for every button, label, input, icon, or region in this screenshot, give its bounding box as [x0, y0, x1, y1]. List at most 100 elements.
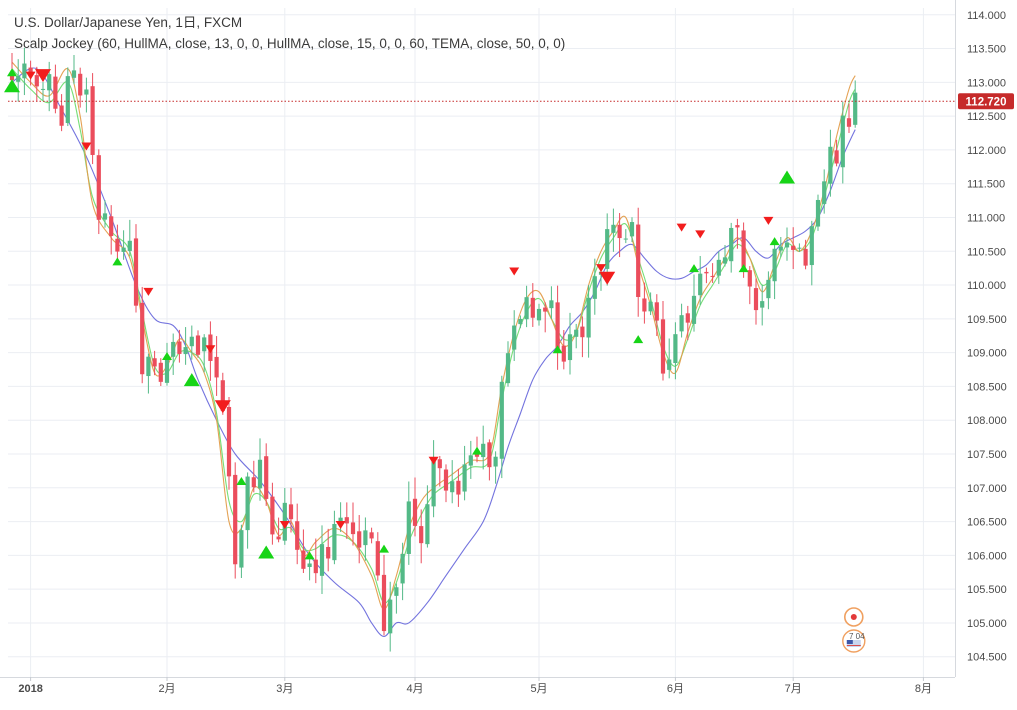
signals: [4, 68, 795, 560]
candle-up: [183, 347, 188, 355]
candle-up: [450, 481, 455, 493]
candle-down: [791, 245, 796, 250]
y-tick-label: 114.000: [967, 10, 1006, 22]
y-tick-label: 111.000: [967, 212, 1005, 224]
candle-down: [295, 521, 300, 550]
buy-signal: [7, 68, 17, 77]
y-tick-label: 106.000: [967, 550, 1007, 562]
candle-up: [828, 146, 833, 184]
candle-down: [326, 546, 331, 559]
sell-signal: [35, 69, 51, 83]
candle-down: [53, 76, 58, 109]
candle-down: [344, 517, 349, 524]
candle-up: [245, 476, 250, 531]
candle-down: [561, 345, 566, 362]
candle-up: [778, 246, 783, 251]
buy-signal: [633, 335, 644, 344]
candle-up: [518, 318, 523, 325]
candle-up: [698, 273, 703, 296]
candle-up: [536, 308, 542, 321]
buy-signal: [162, 352, 172, 361]
candle-down: [704, 271, 709, 274]
y-tick-label: 112.000: [967, 145, 1006, 157]
y-tick-label: 106.500: [967, 517, 1007, 529]
candle-down: [226, 406, 232, 477]
x-tick-label: 4月: [406, 683, 423, 695]
candle-down: [580, 326, 585, 338]
candle-down: [115, 238, 120, 252]
candle-up: [425, 504, 430, 545]
y-tick-label: 113.000: [967, 77, 1006, 89]
candle-up: [16, 76, 21, 82]
candle-up: [574, 329, 579, 337]
candle-up: [499, 381, 504, 459]
candle-down: [133, 238, 139, 306]
buy-signal: [552, 345, 563, 354]
candle-up: [797, 247, 802, 249]
candle-down: [375, 541, 380, 576]
candle-up: [400, 553, 405, 584]
buy-signal: [689, 264, 699, 273]
candle-up: [822, 181, 827, 204]
candle-up: [47, 74, 52, 91]
candle-down: [747, 270, 752, 287]
candle-up: [406, 501, 411, 554]
buy-signal: [258, 545, 275, 559]
candle-up: [691, 295, 697, 324]
candle-down: [96, 155, 101, 220]
candle-down: [350, 522, 356, 535]
candle-down: [301, 550, 306, 569]
y-tick-label: 112.500: [967, 111, 1006, 123]
y-tick-label: 109.500: [967, 314, 1007, 326]
candle-down: [685, 313, 690, 323]
candle-up: [729, 227, 734, 262]
candle-down: [140, 302, 145, 375]
event-badge-dot: [850, 614, 857, 620]
sell-signal: [509, 267, 520, 276]
candle-down: [381, 574, 387, 632]
buy-signal: [183, 373, 200, 387]
candle-down: [741, 230, 746, 269]
candle-down: [251, 477, 256, 488]
y-tick-label: 110.500: [967, 246, 1006, 258]
candle-up: [722, 257, 728, 264]
candle-down: [264, 456, 269, 499]
candle-down: [28, 67, 33, 74]
y-tick-label: 107.500: [967, 449, 1007, 461]
candle-up: [648, 301, 653, 312]
sell-signal: [676, 223, 687, 232]
candle-down: [642, 298, 647, 312]
candle-down: [233, 474, 238, 565]
candle-down: [555, 302, 560, 350]
candle-down: [543, 307, 548, 312]
ma-line-green: [11, 68, 856, 604]
candle-up: [332, 523, 337, 561]
candle-up: [388, 599, 393, 634]
candle-down: [437, 459, 442, 469]
candle-down: [288, 504, 294, 520]
candle-up: [716, 259, 721, 276]
x-tick-label: 2月: [158, 683, 175, 695]
candle-down: [412, 498, 418, 526]
candle-up: [121, 247, 126, 252]
candle-up: [673, 334, 678, 364]
candle-down: [270, 496, 275, 535]
candle-up: [394, 587, 399, 596]
flag-icon: [846, 640, 861, 647]
candle-up: [363, 530, 368, 546]
candle-down: [152, 358, 157, 367]
candle-up: [171, 341, 176, 357]
x-tick-label: 6月: [667, 683, 684, 695]
candle-down: [654, 302, 659, 321]
candle-up: [605, 229, 610, 269]
candle-up: [592, 276, 597, 299]
candle-up: [611, 224, 616, 233]
axes: 104.500 105.000 105.500 106.000 106.500 107.0…: [0, 0, 1007, 695]
candle-down: [803, 248, 808, 266]
event-badge[interactable]: 7 04: [842, 607, 866, 653]
candle-up: [629, 222, 635, 237]
candle-down: [9, 72, 15, 81]
candle-down: [34, 75, 39, 87]
buy-signal: [738, 264, 749, 273]
